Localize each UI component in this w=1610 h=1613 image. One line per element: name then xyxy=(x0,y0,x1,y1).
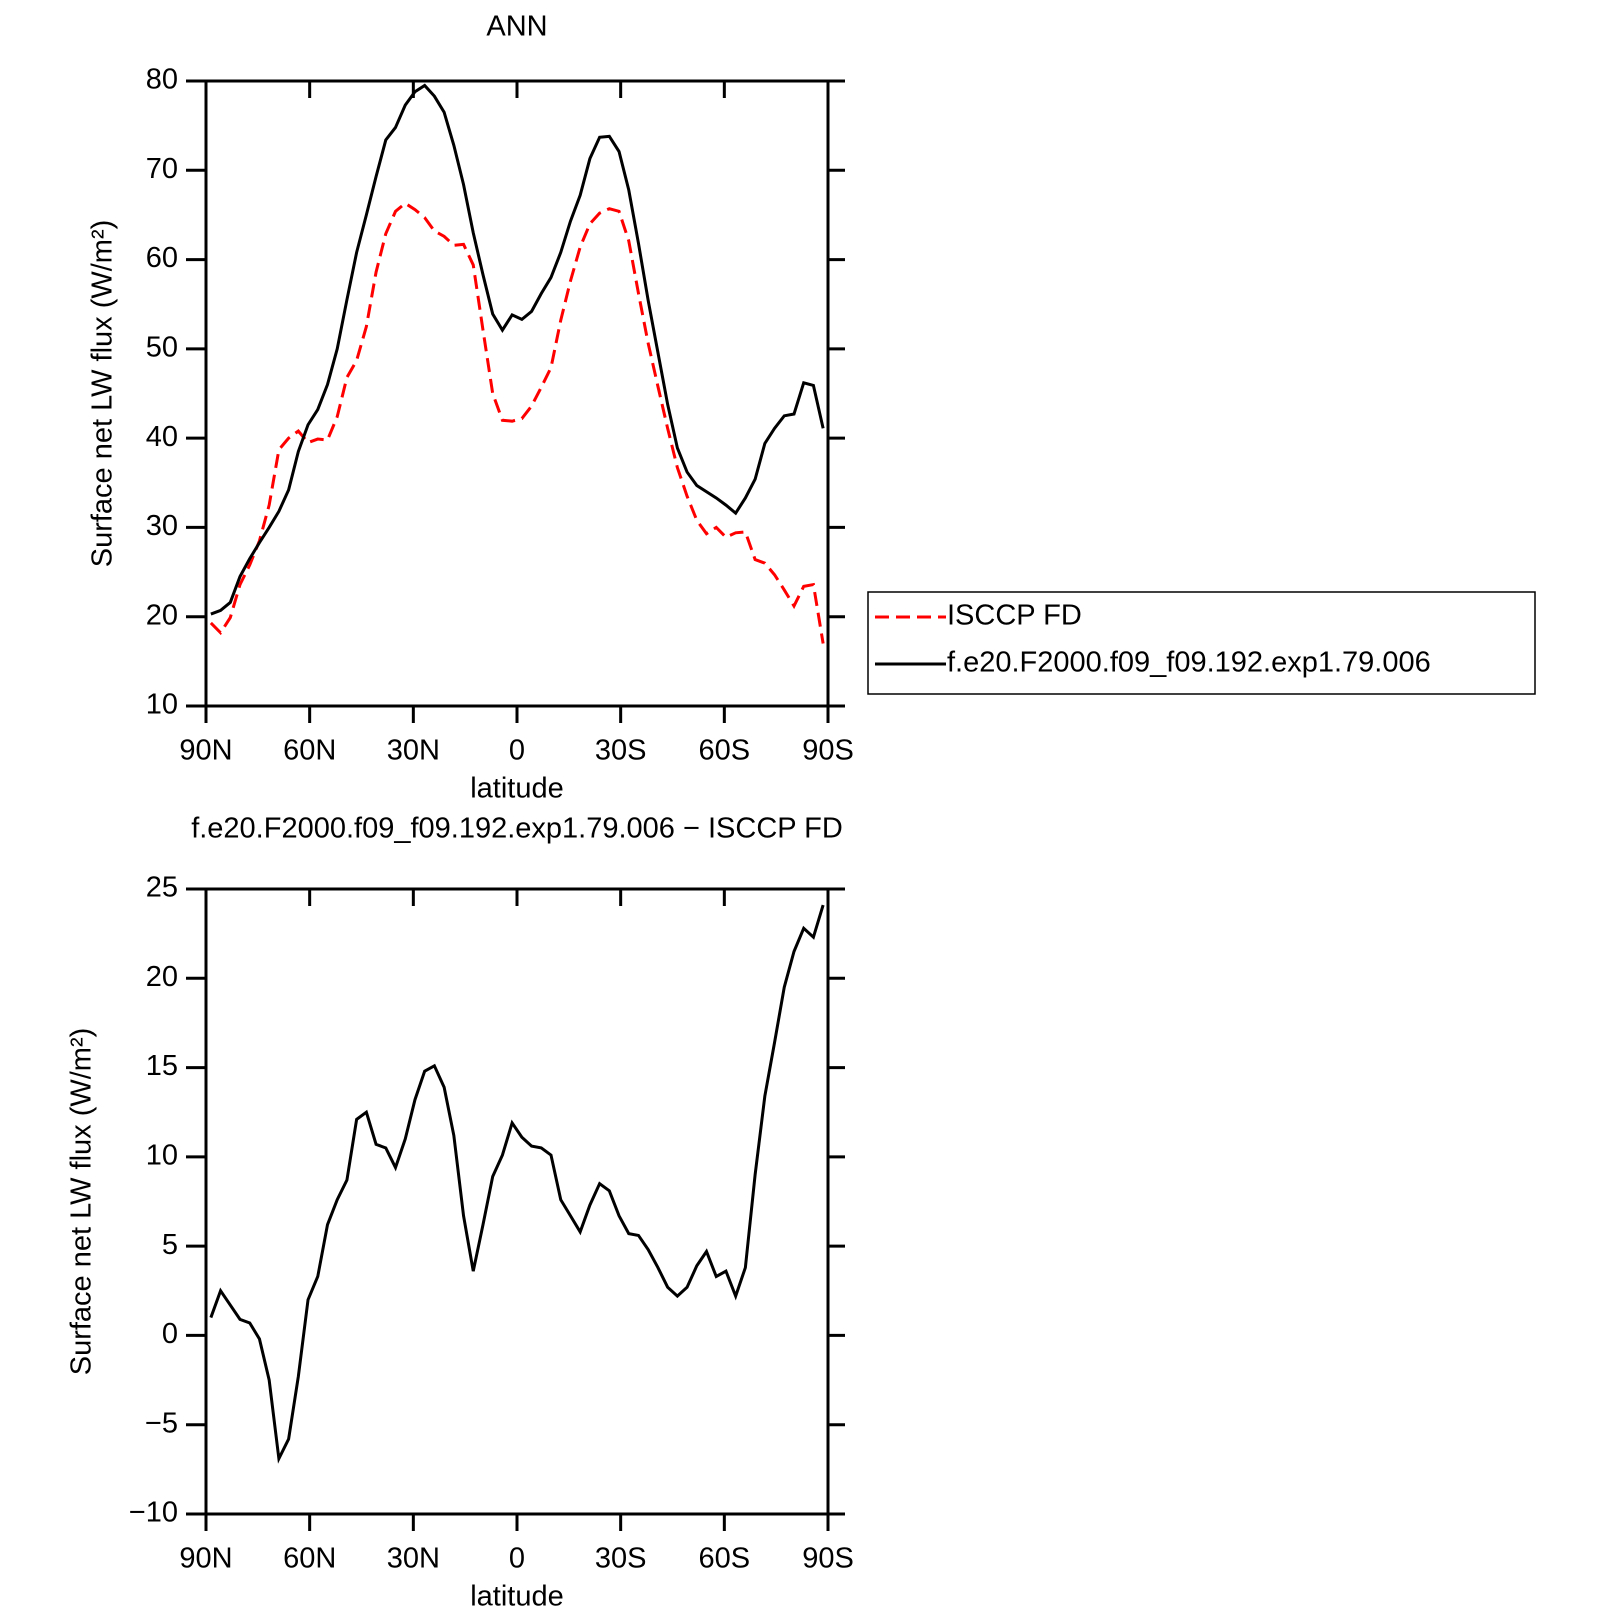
y-tick-label: 20 xyxy=(146,961,178,993)
x-tick-label: 30S xyxy=(595,1543,647,1575)
x-tick-label: 90N xyxy=(179,735,232,767)
x-tick-label: 30N xyxy=(387,735,440,767)
x-tick-label: 0 xyxy=(509,1543,525,1575)
y-tick-label: 10 xyxy=(146,689,178,721)
y-tick-label: 80 xyxy=(146,64,178,96)
series-line xyxy=(209,904,825,1464)
x-axis-label: latitude xyxy=(470,1581,564,1613)
plot-frame xyxy=(204,79,830,708)
x-tick-label: 60S xyxy=(699,1543,751,1575)
x-tick-label: 90N xyxy=(179,1543,232,1575)
chart-title: ANN xyxy=(486,11,547,43)
x-tick-label: 60N xyxy=(283,735,336,767)
x-tick-label: 0 xyxy=(509,735,525,767)
x-tick-label: 30S xyxy=(595,735,647,767)
series-line xyxy=(209,201,825,644)
x-tick-label: 60N xyxy=(283,1543,336,1575)
legend-box xyxy=(867,591,1536,695)
x-tick-label: 90S xyxy=(802,735,854,767)
y-axis-label: Surface net LW flux (W/m²) xyxy=(66,1028,98,1376)
x-tick-label: 60S xyxy=(699,735,751,767)
y-tick-label: 50 xyxy=(146,332,178,364)
series-line xyxy=(210,83,825,616)
y-tick-label: −5 xyxy=(145,1407,178,1439)
y-tick-label: 15 xyxy=(146,1050,178,1082)
plot-frame xyxy=(204,887,830,1516)
y-tick-label: 5 xyxy=(162,1229,178,1261)
legend-label: ISCCP FD xyxy=(947,600,1082,632)
y-tick-label: 20 xyxy=(146,599,178,631)
y-tick-label: −10 xyxy=(129,1497,178,1529)
x-tick-label: 90S xyxy=(802,1543,854,1575)
x-axis-label: latitude xyxy=(470,773,564,805)
y-tick-label: 40 xyxy=(146,421,178,453)
y-tick-label: 25 xyxy=(146,872,178,904)
x-tick-label: 30N xyxy=(387,1543,440,1575)
chart-title: f.e20.F2000.f09_f09.192.exp1.79.006 − IS… xyxy=(191,813,843,845)
y-axis-label: Surface net LW flux (W/m²) xyxy=(87,220,119,568)
legend-label: f.e20.F2000.f09_f09.192.exp1.79.006 xyxy=(947,647,1431,679)
y-tick-label: 10 xyxy=(146,1140,178,1172)
y-tick-label: 70 xyxy=(146,153,178,185)
y-tick-label: 30 xyxy=(146,510,178,542)
y-tick-label: 0 xyxy=(162,1318,178,1350)
y-tick-label: 60 xyxy=(146,242,178,274)
